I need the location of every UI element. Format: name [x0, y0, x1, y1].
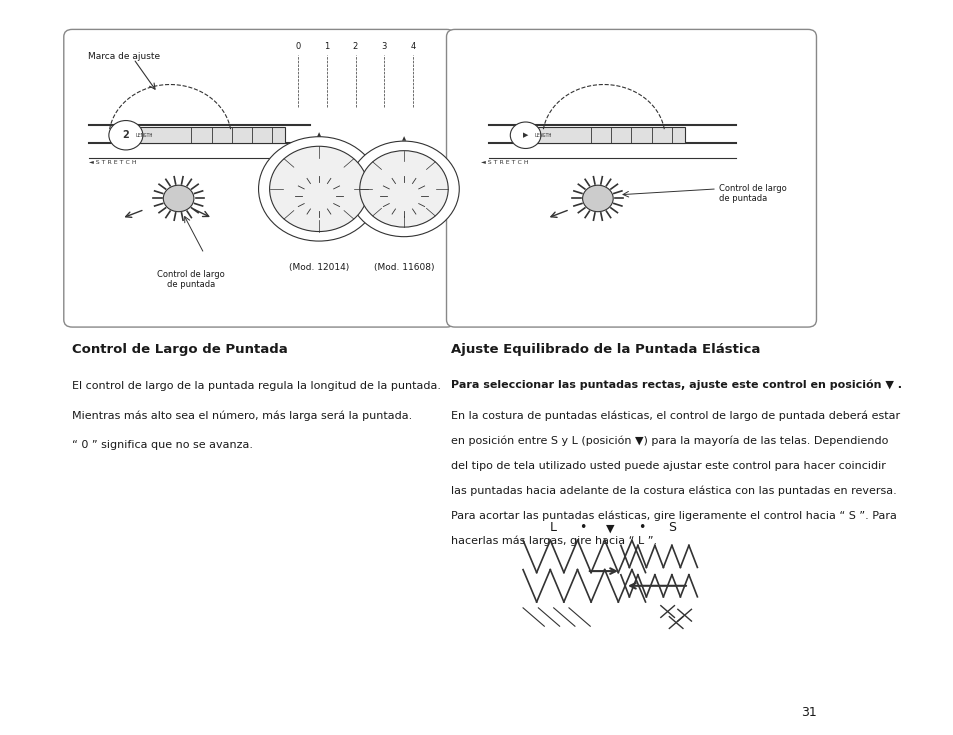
- Text: •: •: [638, 521, 645, 534]
- Text: (Mod. 12014): (Mod. 12014): [289, 262, 349, 272]
- Text: (Mod. 11608): (Mod. 11608): [374, 262, 434, 272]
- FancyBboxPatch shape: [446, 29, 816, 327]
- Text: LENGTH: LENGTH: [135, 133, 152, 137]
- Text: Ajuste Equilibrado de la Puntada Elástica: Ajuste Equilibrado de la Puntada Elástic…: [450, 343, 760, 356]
- Text: 3: 3: [381, 42, 387, 51]
- Bar: [531, 127, 684, 143]
- Text: S: S: [667, 521, 675, 534]
- Text: Control de largo
de puntada: Control de largo de puntada: [718, 184, 785, 203]
- Text: ▶: ▶: [522, 132, 528, 138]
- Text: hacerlas más largas, gire hacia “ L ”.: hacerlas más largas, gire hacia “ L ”.: [450, 536, 657, 546]
- Circle shape: [270, 146, 368, 232]
- Text: ▼: ▼: [605, 523, 614, 534]
- Text: 1: 1: [324, 42, 329, 51]
- Text: Para seleccionar las puntadas rectas, ajuste este control en posición ▼ .: Para seleccionar las puntadas rectas, aj…: [450, 380, 901, 390]
- Text: ▲: ▲: [316, 132, 321, 137]
- Circle shape: [349, 141, 458, 237]
- Text: LENGTH: LENGTH: [535, 133, 552, 137]
- Circle shape: [582, 185, 613, 212]
- Circle shape: [359, 151, 448, 227]
- Text: 31: 31: [800, 706, 816, 719]
- Text: En la costura de puntadas elásticas, el control de largo de puntada deberá estar: En la costura de puntadas elásticas, el …: [450, 411, 899, 421]
- Text: L: L: [549, 521, 556, 534]
- Text: 2: 2: [122, 130, 129, 140]
- Text: del tipo de tela utilizado usted puede ajustar este control para hacer coincidir: del tipo de tela utilizado usted puede a…: [450, 461, 884, 471]
- Text: ◄ S T R E T C H: ◄ S T R E T C H: [480, 160, 528, 165]
- Text: 2: 2: [353, 42, 357, 51]
- Text: 0: 0: [294, 42, 300, 51]
- Text: Para acortar las puntadas elásticas, gire ligeramente el control hacia “ S ”. Pa: Para acortar las puntadas elásticas, gir…: [450, 511, 896, 521]
- Text: El control de largo de la puntada regula la longitud de la puntada.: El control de largo de la puntada regula…: [72, 381, 441, 392]
- Circle shape: [510, 122, 540, 148]
- Text: ▲: ▲: [401, 137, 406, 141]
- Text: 4: 4: [411, 42, 416, 51]
- Text: •: •: [578, 521, 586, 534]
- Circle shape: [109, 121, 143, 150]
- Text: Marca de ajuste: Marca de ajuste: [88, 52, 159, 61]
- Text: ◄ S T R E T C H: ◄ S T R E T C H: [90, 160, 137, 165]
- Text: Control de largo
de puntada: Control de largo de puntada: [157, 270, 225, 289]
- Text: en posición entre S y L (posición ▼) para la mayoría de las telas. Dependiendo: en posición entre S y L (posición ▼) par…: [450, 436, 887, 446]
- FancyBboxPatch shape: [64, 29, 455, 327]
- Bar: [132, 127, 285, 143]
- Text: las puntadas hacia adelante de la costura elástica con las puntadas en reversa.: las puntadas hacia adelante de la costur…: [450, 486, 896, 496]
- Circle shape: [163, 185, 193, 212]
- Circle shape: [258, 137, 379, 241]
- Text: Control de Largo de Puntada: Control de Largo de Puntada: [72, 343, 288, 356]
- Text: Mientras más alto sea el número, más larga será la puntada.: Mientras más alto sea el número, más lar…: [72, 411, 412, 421]
- Text: “ 0 ” significa que no se avanza.: “ 0 ” significa que no se avanza.: [72, 440, 253, 451]
